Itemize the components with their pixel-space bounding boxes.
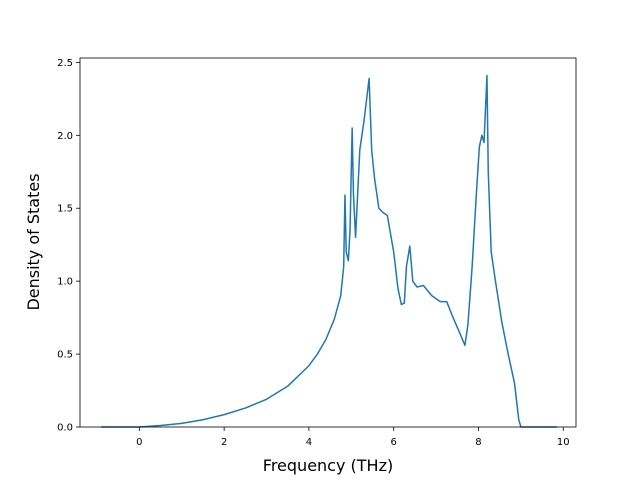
y-tick-label: 2.5 xyxy=(57,58,73,69)
y-tick-label: 1.5 xyxy=(57,204,73,215)
x-tick-label: 4 xyxy=(306,437,312,448)
series-line-0 xyxy=(101,74,557,428)
x-tick-label: 10 xyxy=(557,437,570,448)
plot-background xyxy=(80,58,576,427)
plot-frame xyxy=(79,57,577,428)
x-axis-label: Frequency (THz) xyxy=(263,456,393,475)
y-tick-label: 2.0 xyxy=(57,131,73,142)
x-tick-label: 8 xyxy=(475,437,481,448)
x-tick-label: 6 xyxy=(391,437,397,448)
plot-lines xyxy=(101,74,557,428)
x-axis-ticks: 0 2 4 6 8 10 xyxy=(136,427,570,448)
y-tick-label: 0.0 xyxy=(57,423,73,434)
y-axis-ticks: 0.0 0.5 1.0 1.5 2.0 2.5 xyxy=(57,58,80,434)
y-axis-label: Density of States xyxy=(24,173,43,310)
x-tick-label: 2 xyxy=(221,437,227,448)
y-tick-label: 0.5 xyxy=(57,350,73,361)
x-tick-label: 0 xyxy=(136,437,142,448)
y-tick-label: 1.0 xyxy=(57,277,73,288)
